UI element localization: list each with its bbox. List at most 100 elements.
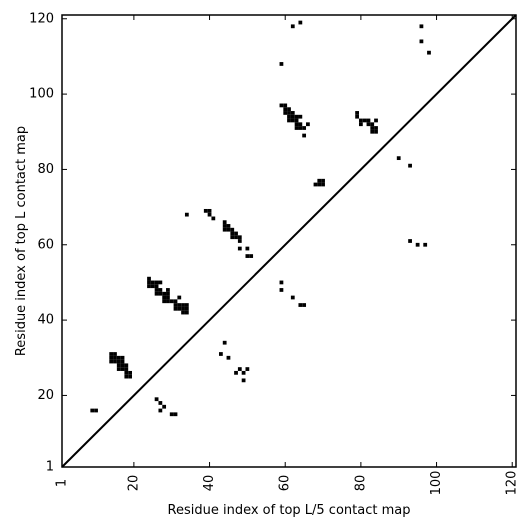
contact-cell xyxy=(128,370,132,375)
contact-cell xyxy=(415,242,420,247)
contact-cell xyxy=(173,299,178,304)
contact-cell xyxy=(150,284,155,289)
contact-cell xyxy=(203,208,208,213)
x-tick-label: 120 xyxy=(505,471,520,496)
contact-cell xyxy=(120,359,125,364)
contact-cell xyxy=(116,367,121,371)
contact-cell xyxy=(177,306,182,311)
contact-cell xyxy=(158,291,163,296)
contact-cell xyxy=(237,235,242,240)
contact-cell xyxy=(290,111,295,115)
contact-cell xyxy=(374,129,378,134)
contact-cell xyxy=(109,359,114,364)
plot-frame xyxy=(61,14,517,468)
contact-cell xyxy=(294,126,299,130)
contact-cell xyxy=(302,303,307,307)
contact-cell xyxy=(113,352,117,356)
contact-cell xyxy=(408,163,412,168)
contact-cell xyxy=(166,299,170,304)
contact-cell xyxy=(366,122,371,127)
contact-cell xyxy=(158,401,163,405)
contact-cell xyxy=(128,374,132,379)
contact-cell xyxy=(290,114,295,119)
contact-cell xyxy=(116,359,121,364)
contact-cell xyxy=(355,114,359,119)
y-tick-label: 120 xyxy=(29,11,54,26)
contact-cell xyxy=(249,254,254,258)
contact-cell xyxy=(362,118,367,123)
contact-cell xyxy=(162,295,167,300)
contact-cell xyxy=(294,122,299,127)
y-tick-label: 100 xyxy=(29,87,54,102)
x-axis-title: Residue index of top L/5 contact map xyxy=(168,503,411,518)
contact-cell xyxy=(298,303,303,307)
contact-cell xyxy=(120,363,125,368)
contact-cell xyxy=(230,235,235,240)
contact-cell xyxy=(219,352,223,356)
contact-cell xyxy=(166,291,170,296)
contact-cell xyxy=(222,340,227,345)
contact-cell xyxy=(321,182,325,187)
contact-cell xyxy=(90,408,95,413)
contact-cell xyxy=(287,111,291,115)
contact-cell xyxy=(226,355,231,360)
x-tick-label: 20 xyxy=(126,475,141,492)
contact-cell xyxy=(166,295,170,300)
contact-cell xyxy=(358,118,363,123)
contact-cell xyxy=(298,122,303,127)
contact-cell xyxy=(370,126,375,130)
contact-cell xyxy=(147,280,151,285)
x-tick-label: 40 xyxy=(202,475,217,492)
contact-cell xyxy=(158,280,163,285)
contact-cell xyxy=(306,122,310,127)
y-tick-label: 40 xyxy=(37,313,54,328)
contact-cell xyxy=(317,182,322,187)
contact-cell xyxy=(147,284,151,289)
contact-cell xyxy=(124,374,129,379)
contact-cell xyxy=(287,114,291,119)
contact-cell xyxy=(113,355,117,360)
contact-cell xyxy=(184,310,189,315)
contact-cell xyxy=(158,288,163,292)
contact-cell xyxy=(241,370,246,375)
contact-cell xyxy=(279,62,284,66)
contact-cell xyxy=(396,156,401,161)
contact-cell xyxy=(207,212,212,217)
contact-cell xyxy=(226,227,231,232)
contact-cell xyxy=(279,288,284,292)
contact-cell xyxy=(234,231,238,236)
contact-cell xyxy=(245,367,250,371)
contact-cell xyxy=(290,295,295,300)
contact-cell xyxy=(154,284,159,289)
contact-cell xyxy=(158,408,163,413)
contact-cell xyxy=(113,359,117,364)
contact-cell xyxy=(166,288,170,292)
contact-cell xyxy=(298,126,303,130)
contact-cell xyxy=(116,355,121,360)
x-tick-label: 60 xyxy=(278,475,293,492)
contact-cell xyxy=(302,133,307,138)
y-tick-label: 80 xyxy=(37,162,54,177)
contact-cell xyxy=(237,239,242,243)
contact-cell xyxy=(374,118,378,123)
contact-cell xyxy=(283,103,288,108)
contact-cell xyxy=(366,118,371,123)
contact-cell xyxy=(222,227,227,232)
contact-cell xyxy=(230,227,235,232)
contact-cell xyxy=(283,111,288,115)
contact-cell xyxy=(234,235,238,240)
contact-cell xyxy=(173,412,178,417)
contact-cell xyxy=(169,412,174,417)
contact-cell xyxy=(355,111,359,115)
contact-cell xyxy=(154,280,159,285)
x-tick-label: 80 xyxy=(353,475,368,492)
contact-cell xyxy=(124,367,129,371)
contact-cell xyxy=(230,231,235,236)
contact-cell xyxy=(177,295,182,300)
contact-cell xyxy=(162,299,167,304)
contact-cell xyxy=(120,355,125,360)
y-tick-label: 1 xyxy=(46,460,54,475)
contact-cell xyxy=(184,303,189,307)
contact-cell xyxy=(181,303,185,307)
